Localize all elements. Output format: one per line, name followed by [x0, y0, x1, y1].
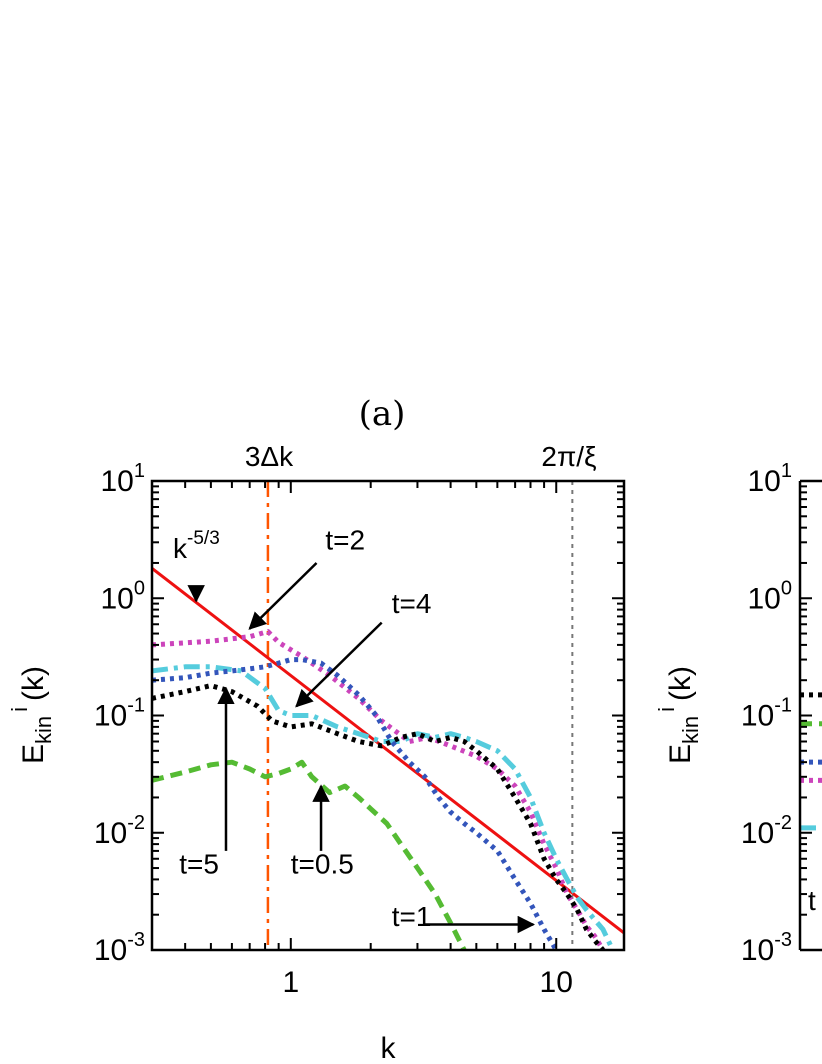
- y-axis-label-b: Ekini(k): [654, 666, 703, 764]
- y-tick-label-b: 100: [748, 577, 793, 615]
- y-tick-label: 10-2: [94, 812, 145, 850]
- series-t4: [152, 664, 613, 947]
- vline-label-2pi-xi: 2π/ξ: [541, 441, 596, 472]
- y-tick-label: 101: [101, 460, 146, 498]
- y-tick-label: 10-3: [94, 929, 145, 967]
- axes-ticks: 1 10 101 100 10-1 10-2 10-3: [94, 460, 624, 999]
- series-t1: [152, 657, 559, 950]
- panel-b: 101 100 10-1 10-2 10-3 Ekini(k) t: [654, 460, 822, 967]
- x-tick-label: 1: [282, 966, 299, 999]
- y-tick-label-b: 101: [748, 460, 793, 498]
- y-tick-label-b: 10-1: [741, 695, 792, 733]
- label-a-t2: t=2: [325, 525, 365, 556]
- y-axis-label: Ekini(k): [7, 666, 56, 764]
- label-a-fit: k-5/3: [173, 528, 220, 564]
- plot-area-b: [800, 692, 822, 831]
- y-tick-label-b: 10-3: [741, 929, 792, 967]
- plot-area: [152, 481, 624, 950]
- label-b-t: t: [808, 885, 816, 916]
- axes-ticks-b: 101 100 10-1 10-2 10-3: [741, 460, 812, 967]
- vline-label-3dk: 3Δk: [245, 441, 294, 472]
- y-tick-label-b: 10-2: [741, 812, 792, 850]
- series-fit: [152, 567, 624, 935]
- x-tick-label: 10: [540, 966, 573, 999]
- annotations: k-5/3 t=2 t=4 t=5 t=0.5 t=1: [173, 525, 536, 934]
- annotations-b: t: [808, 885, 816, 916]
- panel-label: (a): [359, 394, 406, 434]
- label-a-t5: t=5: [179, 848, 219, 879]
- x-axis-label: k: [381, 1032, 397, 1064]
- label-a-t1: t=1: [392, 901, 432, 932]
- panel-a: (a) 3Δk 2π/ξ 1 10 101 100 10-1 10-2 10-3 k-5/3…: [7, 394, 626, 1064]
- label-a-t05: t=0.5: [291, 848, 354, 879]
- series-t05: [152, 759, 467, 950]
- y-tick-label: 100: [101, 577, 146, 615]
- arrow-a-t4: [295, 621, 383, 708]
- series-t5: [152, 683, 605, 950]
- series-t2: [152, 629, 606, 950]
- y-tick-label: 10-1: [94, 695, 145, 733]
- arrow-a-t2: [248, 562, 318, 630]
- label-a-t4: t=4: [392, 588, 432, 619]
